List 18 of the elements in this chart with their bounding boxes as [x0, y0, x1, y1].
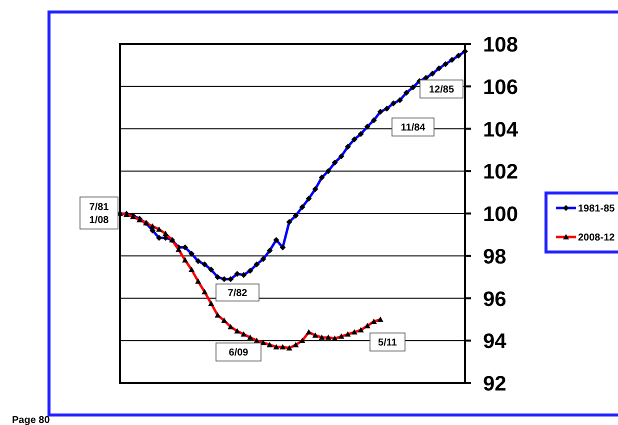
y-tick-label: 94 [483, 330, 507, 354]
annotation: 6/09 [228, 348, 249, 358]
text: 7/81 1/08 [89, 202, 110, 226]
y-tick-label: 108 [483, 34, 518, 57]
y-tick-label: 98 [483, 245, 507, 268]
legend-label: 1981-85 [578, 204, 616, 214]
y-tick-label: 102 [483, 160, 518, 184]
annotation: 12/85 [428, 84, 454, 96]
y-tick-label: 92 [483, 372, 506, 396]
text: Page 80 [12, 415, 50, 425]
annotation: 7/82 [228, 288, 248, 299]
y-tick-label: 100 [483, 203, 518, 226]
y-tick-label: 104 [483, 118, 518, 142]
annotation: 11/84 [400, 122, 426, 134]
y-tick-label: 96 [483, 288, 506, 311]
annotation: 5/11 [378, 338, 398, 348]
y-tick-label: 106 [483, 76, 518, 99]
legend-label: 2008-12 [578, 232, 616, 244]
